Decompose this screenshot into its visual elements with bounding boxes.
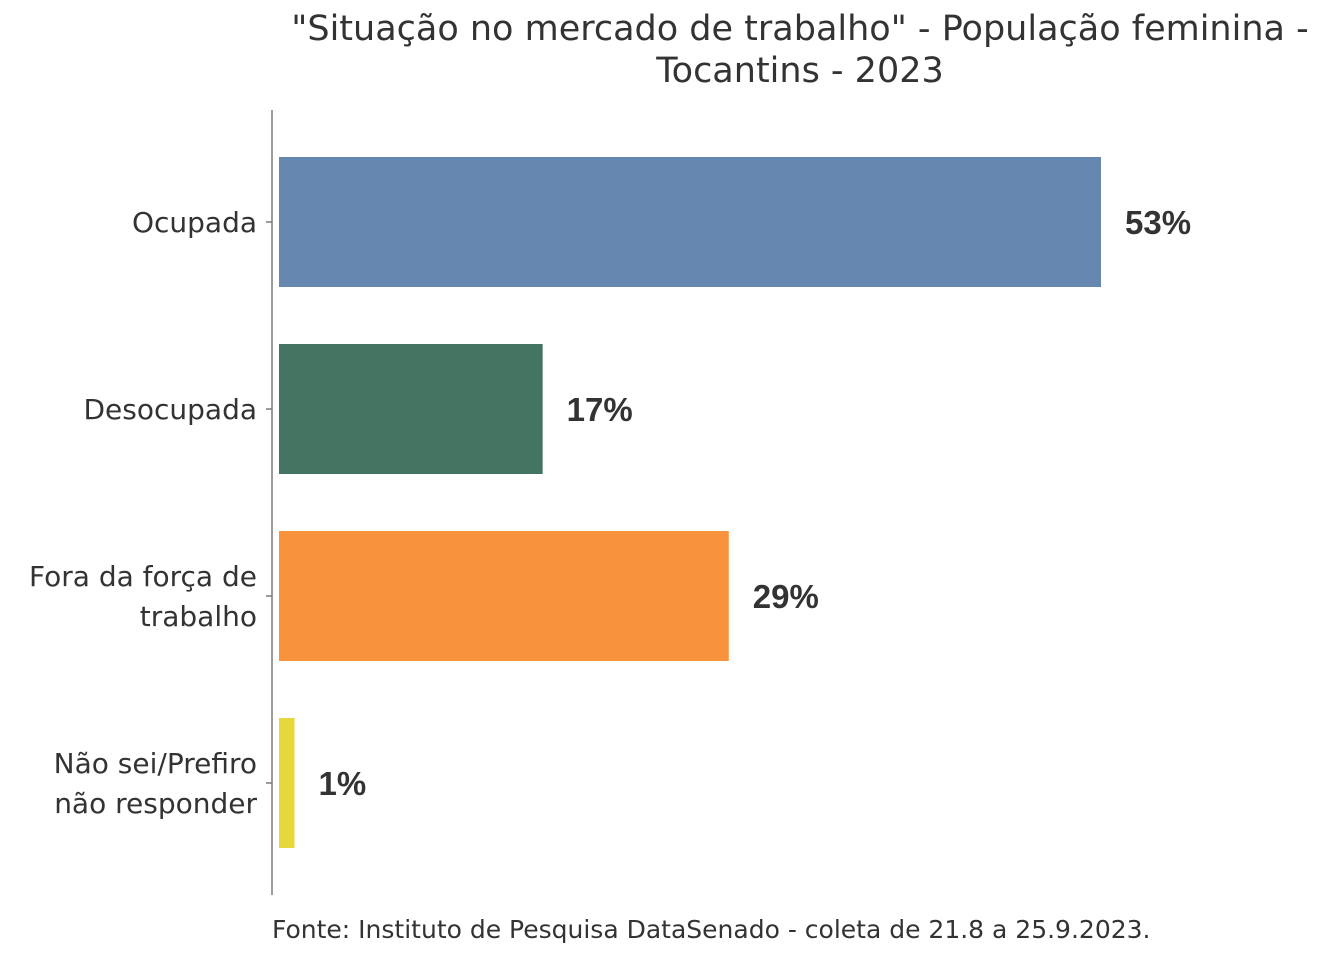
source-note: Fonte: Instituto de Pesquisa DataSenado … <box>272 915 1151 944</box>
value-label-1: 17% <box>567 391 633 428</box>
value-label-3: 1% <box>319 765 367 802</box>
category-label-3-line-0: Não sei/Prefiro <box>54 747 257 780</box>
category-label-3: Não sei/Prefiro não responder <box>54 747 258 820</box>
chart-title-line-2: Tocantins - 2023 <box>656 51 944 91</box>
category-label-1-line-0: Desocupada <box>83 393 257 426</box>
category-label-1: Desocupada <box>83 393 257 426</box>
category-label-2: Fora da força de trabalho <box>29 560 257 633</box>
bar-0 <box>279 157 1101 287</box>
bar-2 <box>279 531 729 661</box>
category-label-0-line-0: Ocupada <box>132 206 257 239</box>
category-label-3-line-1: não responder <box>54 787 257 820</box>
bars-layer: Ocupada 53% Desocupada 17% Fora da força de t… <box>29 157 1191 848</box>
bar-3 <box>279 718 295 848</box>
value-label-0: 53% <box>1125 204 1191 241</box>
category-label-2-line-0: Fora da força de <box>29 560 257 593</box>
category-label-2-line-1: trabalho <box>140 600 257 633</box>
category-label-0: Ocupada <box>132 206 257 239</box>
bar-1 <box>279 344 543 474</box>
chart-title: "Situação no mercado de trabalho" - Popu… <box>275 8 1325 92</box>
value-label-2: 29% <box>753 578 819 615</box>
chart-title-line-1: "Situação no mercado de trabalho" - Popu… <box>291 9 1309 49</box>
